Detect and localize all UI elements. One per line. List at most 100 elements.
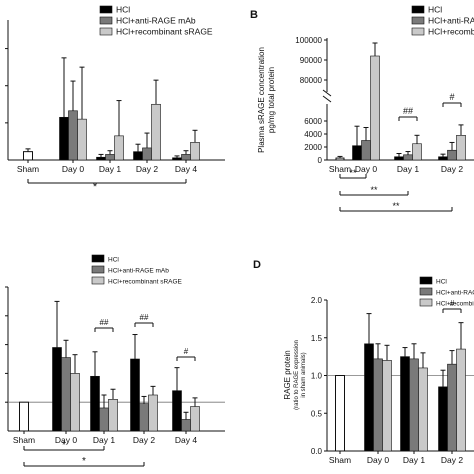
bar-recombinant [190,406,200,432]
significance-marker: ## [140,313,149,322]
y-tick-label: 90000 [300,56,323,65]
x-tick-label: Day 1 [397,164,419,174]
bar-recombinant [151,103,161,161]
bar-recombinant [456,135,466,161]
legend-swatch-hcl [419,276,433,285]
x-tick-label: Day 2 [136,164,158,174]
significance-marker: ## [403,106,413,116]
x-tick-label: Day 1 [99,164,121,174]
bar-recombinant [114,135,124,161]
significance-marker: # [450,299,455,308]
x-tick-label: Day 1 [403,455,425,465]
legend-swatch-anti-rage [419,287,433,296]
legend-swatch-hcl [99,5,113,14]
x-tick-label: Day 0 [62,164,84,174]
bar-recombinant [456,348,466,452]
legend-label-anti-rage: HCl+anti-RAGE mAb [428,16,474,26]
legend-label-recombinant: HCl+recombinant sRAGE [436,301,474,308]
bar-hcl [438,156,448,161]
panel-c: Sham Day 0 Day 1 Day 2 Day 4#####**HClHCl+an… [5,254,225,467]
bar-recombinant [418,367,428,452]
bar-hcl [364,343,374,452]
bar-anti-rage [142,147,152,161]
x-tick-label: Day 2 [441,455,463,465]
legend-label-hcl: HCl [428,5,442,15]
legend-swatch-anti-rage [411,16,425,25]
x-tick-label: Sham [13,435,35,445]
significance-marker: * [62,440,66,451]
bar-anti-rage [99,407,109,432]
bar-recombinant [148,394,158,432]
axis-break [322,89,332,97]
y-tick-label: 6000 [304,117,322,126]
bar-sham [335,375,345,452]
significance-marker: # [184,347,189,356]
legend-label-anti-rage: HCl+anti-RAGE mAb [116,16,196,26]
axis-break [322,95,332,103]
bar-anti-rage [447,149,457,161]
y-tick-label: 0.5 [311,409,323,418]
bar-hcl [96,156,106,161]
bar-hcl [59,116,69,161]
x-tick-label: Sham [329,164,351,174]
legend-swatch-recombinant [99,27,113,36]
significance-marker: ** [349,168,357,178]
x-tick-label: Day 0 [367,455,389,465]
legend-swatch-anti-rage [91,265,105,274]
y-tick-label: 0.0 [311,447,323,456]
x-tick-label: Day 0 [355,164,377,174]
bar-recombinant [70,373,80,432]
legend-label-recombinant: HCl+recombinant sRAGE [108,279,183,286]
bar-anti-rage [409,358,419,452]
bar-recombinant [412,143,422,161]
significance-marker: ## [100,318,109,327]
bar-recombinant [382,360,392,452]
legend-label-anti-rage: HCl+anti-RAGE mAb [108,268,169,275]
panel-label: D [253,259,261,271]
bar-anti-rage [105,154,115,161]
y-tick-label: 80000 [300,76,323,85]
x-tick-label: Day 1 [93,435,115,445]
legend-label-recombinant: HCl+recombinant sRAGE [116,27,213,37]
legend-swatch-recombinant [419,298,433,307]
bar-anti-rage [61,357,71,432]
bar-sham [19,401,29,432]
bar-anti-rage [373,358,383,452]
significance-marker: # [449,92,454,102]
bar-sham [335,157,345,161]
bar-hcl [52,347,62,432]
bar-hcl [394,156,404,161]
bar-hcl [400,356,410,452]
legend-swatch-hcl [91,254,105,263]
y-tick-label: 1.0 [311,372,323,381]
x-tick-label: Day 4 [175,164,197,174]
bar-hcl [133,151,143,161]
significance-marker: ** [370,185,378,195]
bar-hcl [172,157,182,161]
panel-d: D 0.0 0.5 1.0 1.5 2.0 RAGE protein (ratio to RA… [253,259,474,465]
x-tick-label: Day 0 [55,435,77,445]
bar-anti-rage [139,403,149,432]
legend-swatch-hcl [411,5,425,14]
significance-marker: ** [392,201,400,211]
y-axis-title: RAGE protein [283,350,292,399]
legend-label-hcl: HCl [116,5,130,15]
bar-hcl [90,375,100,432]
y-axis-subtitle: pg/mg total protein [267,67,276,133]
bar-hcl [438,386,448,452]
bar-recombinant [190,142,200,161]
legend-label-recombinant: HCl+recombinant sRAGE [428,27,474,37]
bar-anti-rage [181,419,191,432]
bar-hcl [172,390,182,432]
bar-anti-rage [181,154,191,161]
bar-hcl [352,145,362,161]
panel-b: B 0 2000 4000 6000 80000 90000 100000 Plasma sRA… [250,5,474,212]
y-tick-label: 2.0 [311,296,323,305]
y-axis-subtitle: (ratio to RAGE expression [294,340,300,410]
bar-recombinant [370,55,380,161]
x-tick-label: Sham [17,164,39,174]
x-tick-label: Day 2 [441,164,463,174]
bar-sham [23,151,33,161]
bar-recombinant [77,118,87,161]
